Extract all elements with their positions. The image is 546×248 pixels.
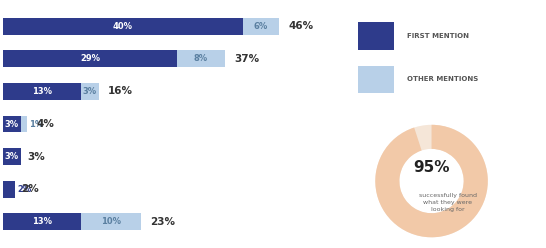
Bar bbox=[3, 213, 81, 230]
Bar bbox=[3, 116, 21, 132]
Bar bbox=[3, 83, 81, 100]
Text: 8%: 8% bbox=[194, 54, 208, 63]
Text: 16%: 16% bbox=[108, 86, 133, 96]
Bar bbox=[21, 116, 27, 132]
Wedge shape bbox=[375, 125, 488, 237]
Text: 13%: 13% bbox=[32, 87, 52, 96]
Text: successfully found
what they were
looking for: successfully found what they were lookin… bbox=[419, 193, 477, 212]
Wedge shape bbox=[375, 125, 488, 237]
Text: 10%: 10% bbox=[101, 217, 121, 226]
Bar bbox=[177, 50, 225, 67]
Text: FIRST MENTION: FIRST MENTION bbox=[407, 33, 469, 39]
Text: 40%: 40% bbox=[113, 22, 133, 31]
Text: OTHER MENTIONS: OTHER MENTIONS bbox=[407, 76, 478, 82]
Text: 95%: 95% bbox=[413, 160, 450, 175]
Bar bbox=[243, 18, 279, 35]
Text: 29%: 29% bbox=[80, 54, 100, 63]
Text: 3%: 3% bbox=[83, 87, 97, 96]
Bar bbox=[3, 148, 21, 165]
Bar bbox=[358, 22, 394, 50]
Bar bbox=[358, 66, 394, 93]
Text: 37%: 37% bbox=[234, 54, 259, 64]
Text: 3%: 3% bbox=[5, 120, 19, 128]
Text: 2%: 2% bbox=[21, 184, 39, 194]
Bar bbox=[3, 18, 243, 35]
Text: 23%: 23% bbox=[150, 217, 175, 227]
Bar bbox=[3, 181, 15, 198]
Text: 2%: 2% bbox=[17, 185, 32, 194]
Text: 3%: 3% bbox=[5, 152, 19, 161]
Text: 13%: 13% bbox=[32, 217, 52, 226]
Text: 3%: 3% bbox=[27, 152, 45, 162]
Bar bbox=[81, 83, 99, 100]
Bar bbox=[81, 213, 141, 230]
Text: 46%: 46% bbox=[288, 21, 313, 31]
Bar bbox=[3, 50, 177, 67]
Text: 1%: 1% bbox=[29, 120, 43, 128]
Text: 6%: 6% bbox=[254, 22, 268, 31]
Text: 4%: 4% bbox=[36, 119, 54, 129]
